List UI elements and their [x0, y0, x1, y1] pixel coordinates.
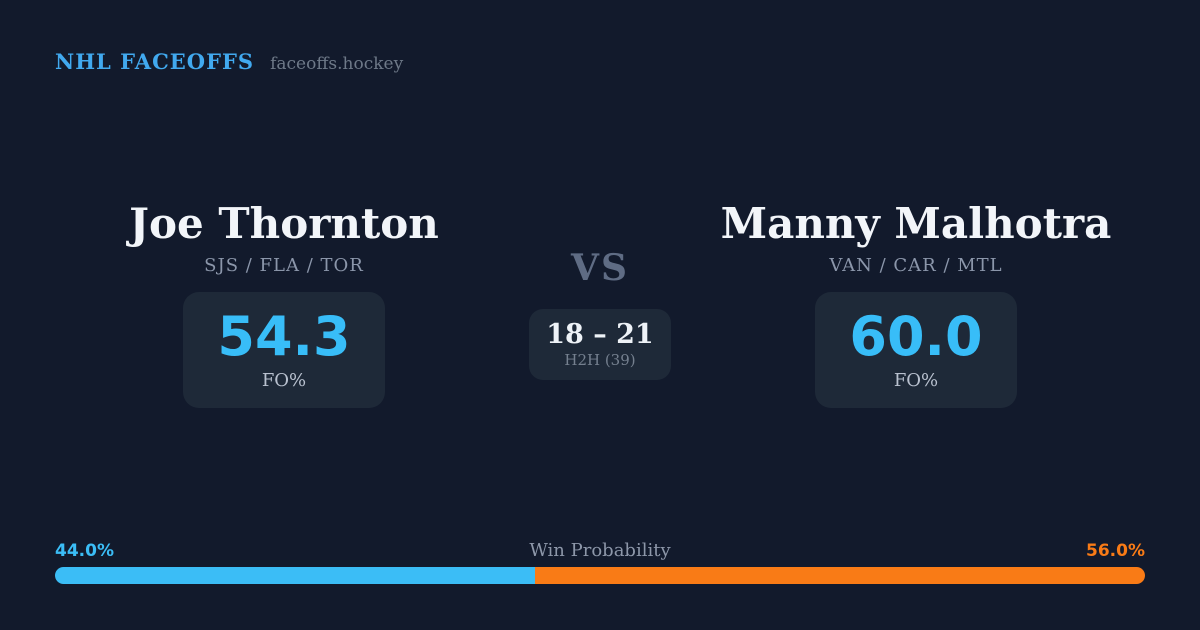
- faceoff-pct-left: 54.3: [217, 305, 351, 369]
- win-probability-title: Win Probability: [529, 540, 671, 561]
- win-probability-labels: 44.0% Win Probability 56.0%: [55, 540, 1145, 561]
- player-name-right: Manny Malhotra: [720, 199, 1112, 248]
- versus-panel: VS 18 – 21 H2H (39): [500, 200, 700, 381]
- win-probability-left-pct: 44.0%: [55, 541, 114, 561]
- head-to-head-card: 18 – 21 H2H (39): [529, 309, 671, 381]
- win-bar-left-segment: [55, 567, 535, 584]
- head-to-head-label: H2H (39): [564, 351, 636, 370]
- stat-card-left: 54.3 FO%: [183, 292, 385, 408]
- vs-label: VS: [571, 247, 629, 289]
- win-probability-bar: [55, 567, 1145, 584]
- player-panel-right: Manny Malhotra VAN / CAR / MTL 60.0 FO%: [632, 199, 1200, 408]
- win-probability-right-pct: 56.0%: [1086, 541, 1145, 561]
- brand-site-url: faceoffs.hockey: [270, 54, 404, 74]
- brand-title: NHL FACEOFFS: [55, 49, 255, 74]
- faceoff-pct-label-left: FO%: [261, 369, 307, 391]
- head-to-head-score: 18 – 21: [546, 319, 654, 350]
- faceoff-pct-right: 60.0: [849, 305, 983, 369]
- matchup-section: Joe Thornton SJS / FLA / TOR 54.3 FO% VS…: [0, 199, 1200, 430]
- player-teams-right: VAN / CAR / MTL: [829, 255, 1003, 277]
- stat-card-right: 60.0 FO%: [815, 292, 1017, 408]
- header: NHL FACEOFFS faceoffs.hockey: [55, 49, 403, 74]
- player-teams-left: SJS / FLA / TOR: [204, 255, 364, 277]
- player-name-left: Joe Thornton: [129, 199, 439, 248]
- win-bar-right-segment: [534, 567, 1145, 584]
- faceoff-pct-label-right: FO%: [893, 369, 939, 391]
- player-panel-left: Joe Thornton SJS / FLA / TOR 54.3 FO%: [0, 199, 568, 408]
